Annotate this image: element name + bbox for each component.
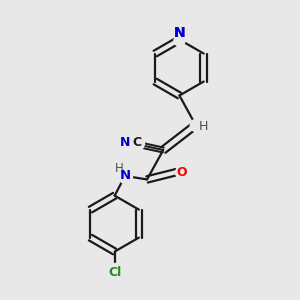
Text: H: H [115,162,124,175]
Text: N: N [174,26,185,40]
Text: H: H [198,120,208,133]
Text: N: N [119,169,130,182]
Text: N: N [174,26,185,40]
Text: Cl: Cl [108,266,121,279]
Text: O: O [176,166,187,178]
Text: C: C [132,136,141,149]
Text: N: N [120,136,131,148]
